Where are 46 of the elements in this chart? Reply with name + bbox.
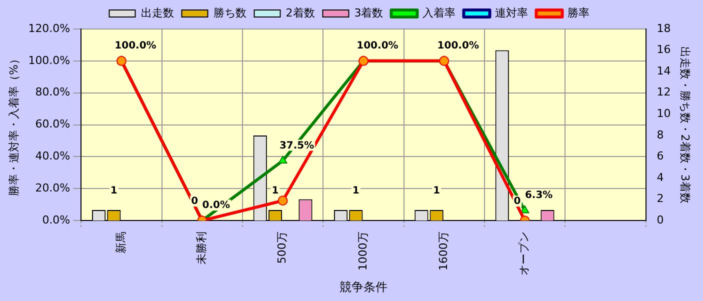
data-label: 6.3%	[524, 190, 553, 202]
y-tick-label: 60.0%	[35, 118, 70, 131]
x-tick-label: 1000万	[356, 232, 370, 271]
y2-tick-label: 14	[656, 64, 671, 78]
data-label: 1	[272, 186, 279, 197]
data-label: 37.5%	[279, 140, 314, 152]
data-label: 0	[514, 196, 521, 208]
x-tick-label: オープン	[518, 232, 531, 276]
point	[278, 156, 288, 164]
y2-tick-label: 16	[656, 43, 671, 56]
y-tick-label: 20.0%	[35, 182, 70, 195]
y2-tick-label: 6	[656, 150, 664, 163]
x-tick-label: 500万	[276, 232, 289, 264]
y2-tick-label: 2	[656, 192, 664, 206]
data-label: 100.0%	[356, 40, 398, 52]
data-label: 1	[352, 186, 360, 197]
legend-label: 連対率	[495, 6, 528, 20]
y2-tick-label: 10	[656, 107, 671, 120]
y2-tick-label: 8	[656, 128, 664, 142]
y-tick-label: 120.0%	[28, 22, 70, 35]
legend-label: 2着数	[286, 6, 315, 20]
data-label: 100.0%	[437, 40, 479, 52]
x-tick-label: 1600万	[437, 232, 450, 271]
data-label: 0	[191, 196, 198, 208]
y-tick-label: 0.0%	[42, 213, 70, 226]
y-axis-title: 勝率・連対率・入着率（%）	[7, 54, 20, 196]
y2-tick-label: 12	[656, 86, 671, 99]
y2-tick-label: 18	[656, 22, 671, 35]
legend-label: 入着率	[422, 6, 456, 20]
legend-label: 出走数	[140, 6, 174, 20]
x-tick-label: 未勝利	[195, 232, 208, 265]
data-label: 1	[433, 186, 440, 197]
y-tick-label: 80.0%	[35, 86, 70, 99]
data-label: 0.0%	[202, 200, 230, 212]
y-tick-label: 40.0%	[35, 150, 70, 163]
y2-axis-title: 出走数・勝ち数・2着数・3着数	[678, 46, 692, 204]
legend-label: 勝ち数	[213, 6, 246, 20]
legend-label: 3着数	[354, 6, 384, 20]
data-label: 1	[110, 186, 118, 197]
y2-tick-label: 4	[656, 170, 664, 184]
data-label: 100.0%	[114, 40, 156, 52]
y2-tick-label: 0	[656, 213, 664, 226]
x-axis-title: 競争条件	[339, 280, 388, 294]
x-tick-label: 新馬	[114, 232, 128, 254]
legend-label: 勝率	[568, 6, 590, 20]
y-tick-label: 100.0%	[28, 54, 70, 67]
